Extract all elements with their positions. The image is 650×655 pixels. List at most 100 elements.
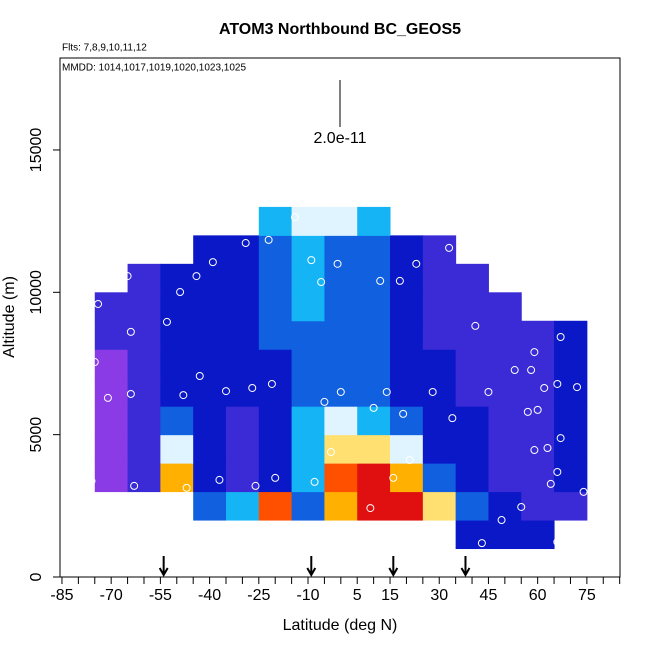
- heatmap-cell: [258, 292, 293, 322]
- heatmap-cell: [390, 349, 424, 379]
- heatmap-cell: [127, 406, 161, 436]
- heatmap-cell: [422, 377, 457, 407]
- data-point: [182, 483, 191, 492]
- heatmap-cell: [225, 406, 260, 436]
- heatmap-cell: [488, 491, 522, 521]
- data-point: [530, 446, 539, 455]
- heatmap-cell: [554, 349, 588, 379]
- data-point: [267, 379, 276, 388]
- flight-arrow: [306, 556, 317, 578]
- heatmap-cell: [390, 235, 424, 265]
- data-point: [395, 276, 404, 285]
- heatmap-cell: [357, 434, 391, 464]
- heatmap-cell: [291, 463, 325, 493]
- heatmap-cell: [357, 377, 391, 407]
- heatmap-cell: [127, 463, 161, 493]
- data-point: [251, 481, 260, 490]
- plot-frame: [59, 57, 621, 578]
- heatmap-cell: [390, 263, 424, 293]
- heatmap-cell: [455, 263, 489, 293]
- data-point: [579, 487, 588, 496]
- heatmap-cell: [193, 263, 227, 293]
- heatmap-cell: [193, 235, 227, 265]
- data-point: [336, 387, 345, 396]
- data-point: [553, 379, 562, 388]
- data-point: [326, 448, 335, 457]
- heatmap-cell: [324, 206, 358, 236]
- heatmap-cell: [160, 434, 194, 464]
- heatmap-cell: [258, 434, 293, 464]
- data-point: [317, 278, 326, 287]
- heatmap-cell: [324, 463, 358, 493]
- data-point: [94, 299, 103, 308]
- data-point: [376, 276, 385, 285]
- heatmap-cell: [324, 263, 358, 293]
- heatmap-cell: [455, 377, 489, 407]
- data-point: [290, 213, 299, 222]
- heatmap-cell: [521, 377, 555, 407]
- data-point: [366, 504, 375, 513]
- heatmap-cell: [291, 406, 325, 436]
- heatmap-cell: [291, 434, 325, 464]
- heatmap-cell: [390, 491, 424, 521]
- data-point: [126, 327, 135, 336]
- heatmap-cell: [94, 377, 129, 407]
- x-tick-label: -70: [100, 587, 123, 604]
- y-tick-label: 15000: [28, 128, 45, 173]
- x-tick-label: -10: [296, 587, 319, 604]
- heatmap-cell: [324, 377, 358, 407]
- heatmap-cell: [193, 292, 227, 322]
- data-point: [530, 348, 539, 357]
- heatmap-cell: [357, 491, 391, 521]
- heatmap-cell: [488, 520, 522, 550]
- heatmap-cell: [324, 406, 358, 436]
- heatmap-cell: [554, 406, 588, 436]
- data-point: [405, 455, 414, 464]
- data-point: [389, 473, 398, 482]
- heatmap-cell: [127, 292, 161, 322]
- data-point: [333, 259, 342, 268]
- heatmap-cell: [160, 463, 194, 493]
- heatmap-cell: [422, 463, 457, 493]
- heatmap-cell: [193, 463, 227, 493]
- heatmap-cell: [554, 491, 588, 521]
- data-point: [546, 479, 555, 488]
- data-point: [553, 467, 562, 476]
- heatmap-cell: [324, 434, 358, 464]
- x-tick-label: -25: [247, 587, 270, 604]
- data-point: [527, 366, 536, 375]
- heatmap-cell: [258, 377, 293, 407]
- heatmap-cell: [455, 463, 489, 493]
- heatmap-cell: [258, 406, 293, 436]
- heatmap-cell: [521, 320, 555, 350]
- heatmap-cell: [291, 349, 325, 379]
- data-point: [540, 383, 549, 392]
- heatmap-cell: [455, 520, 489, 550]
- heatmap-cell: [94, 406, 129, 436]
- data-point: [221, 387, 230, 396]
- data-point: [310, 477, 319, 486]
- x-tick-label: -40: [198, 587, 221, 604]
- heatmap-cell: [488, 292, 522, 322]
- heatmap-cell: [324, 491, 358, 521]
- data-point: [556, 333, 565, 342]
- data-point: [192, 272, 201, 281]
- data-point: [123, 272, 132, 281]
- heatmap-cell: [357, 320, 391, 350]
- data-point: [477, 539, 486, 548]
- heatmap-cell: [357, 206, 391, 236]
- heatmap-cell: [554, 463, 588, 493]
- heatmap-cell: [193, 434, 227, 464]
- heatmap-cell: [554, 434, 588, 464]
- heatmap-cell: [390, 320, 424, 350]
- data-point: [87, 477, 96, 486]
- heatmap-cell: [160, 406, 194, 436]
- heatmap-cell: [225, 235, 260, 265]
- heatmap-cell: [455, 491, 489, 521]
- heatmap-cell: [258, 235, 293, 265]
- flight-arrow: [158, 556, 169, 578]
- flight-arrow: [388, 556, 399, 578]
- heatmap-cell: [127, 320, 161, 350]
- heatmap-cell: [488, 349, 522, 379]
- data-point: [248, 383, 257, 392]
